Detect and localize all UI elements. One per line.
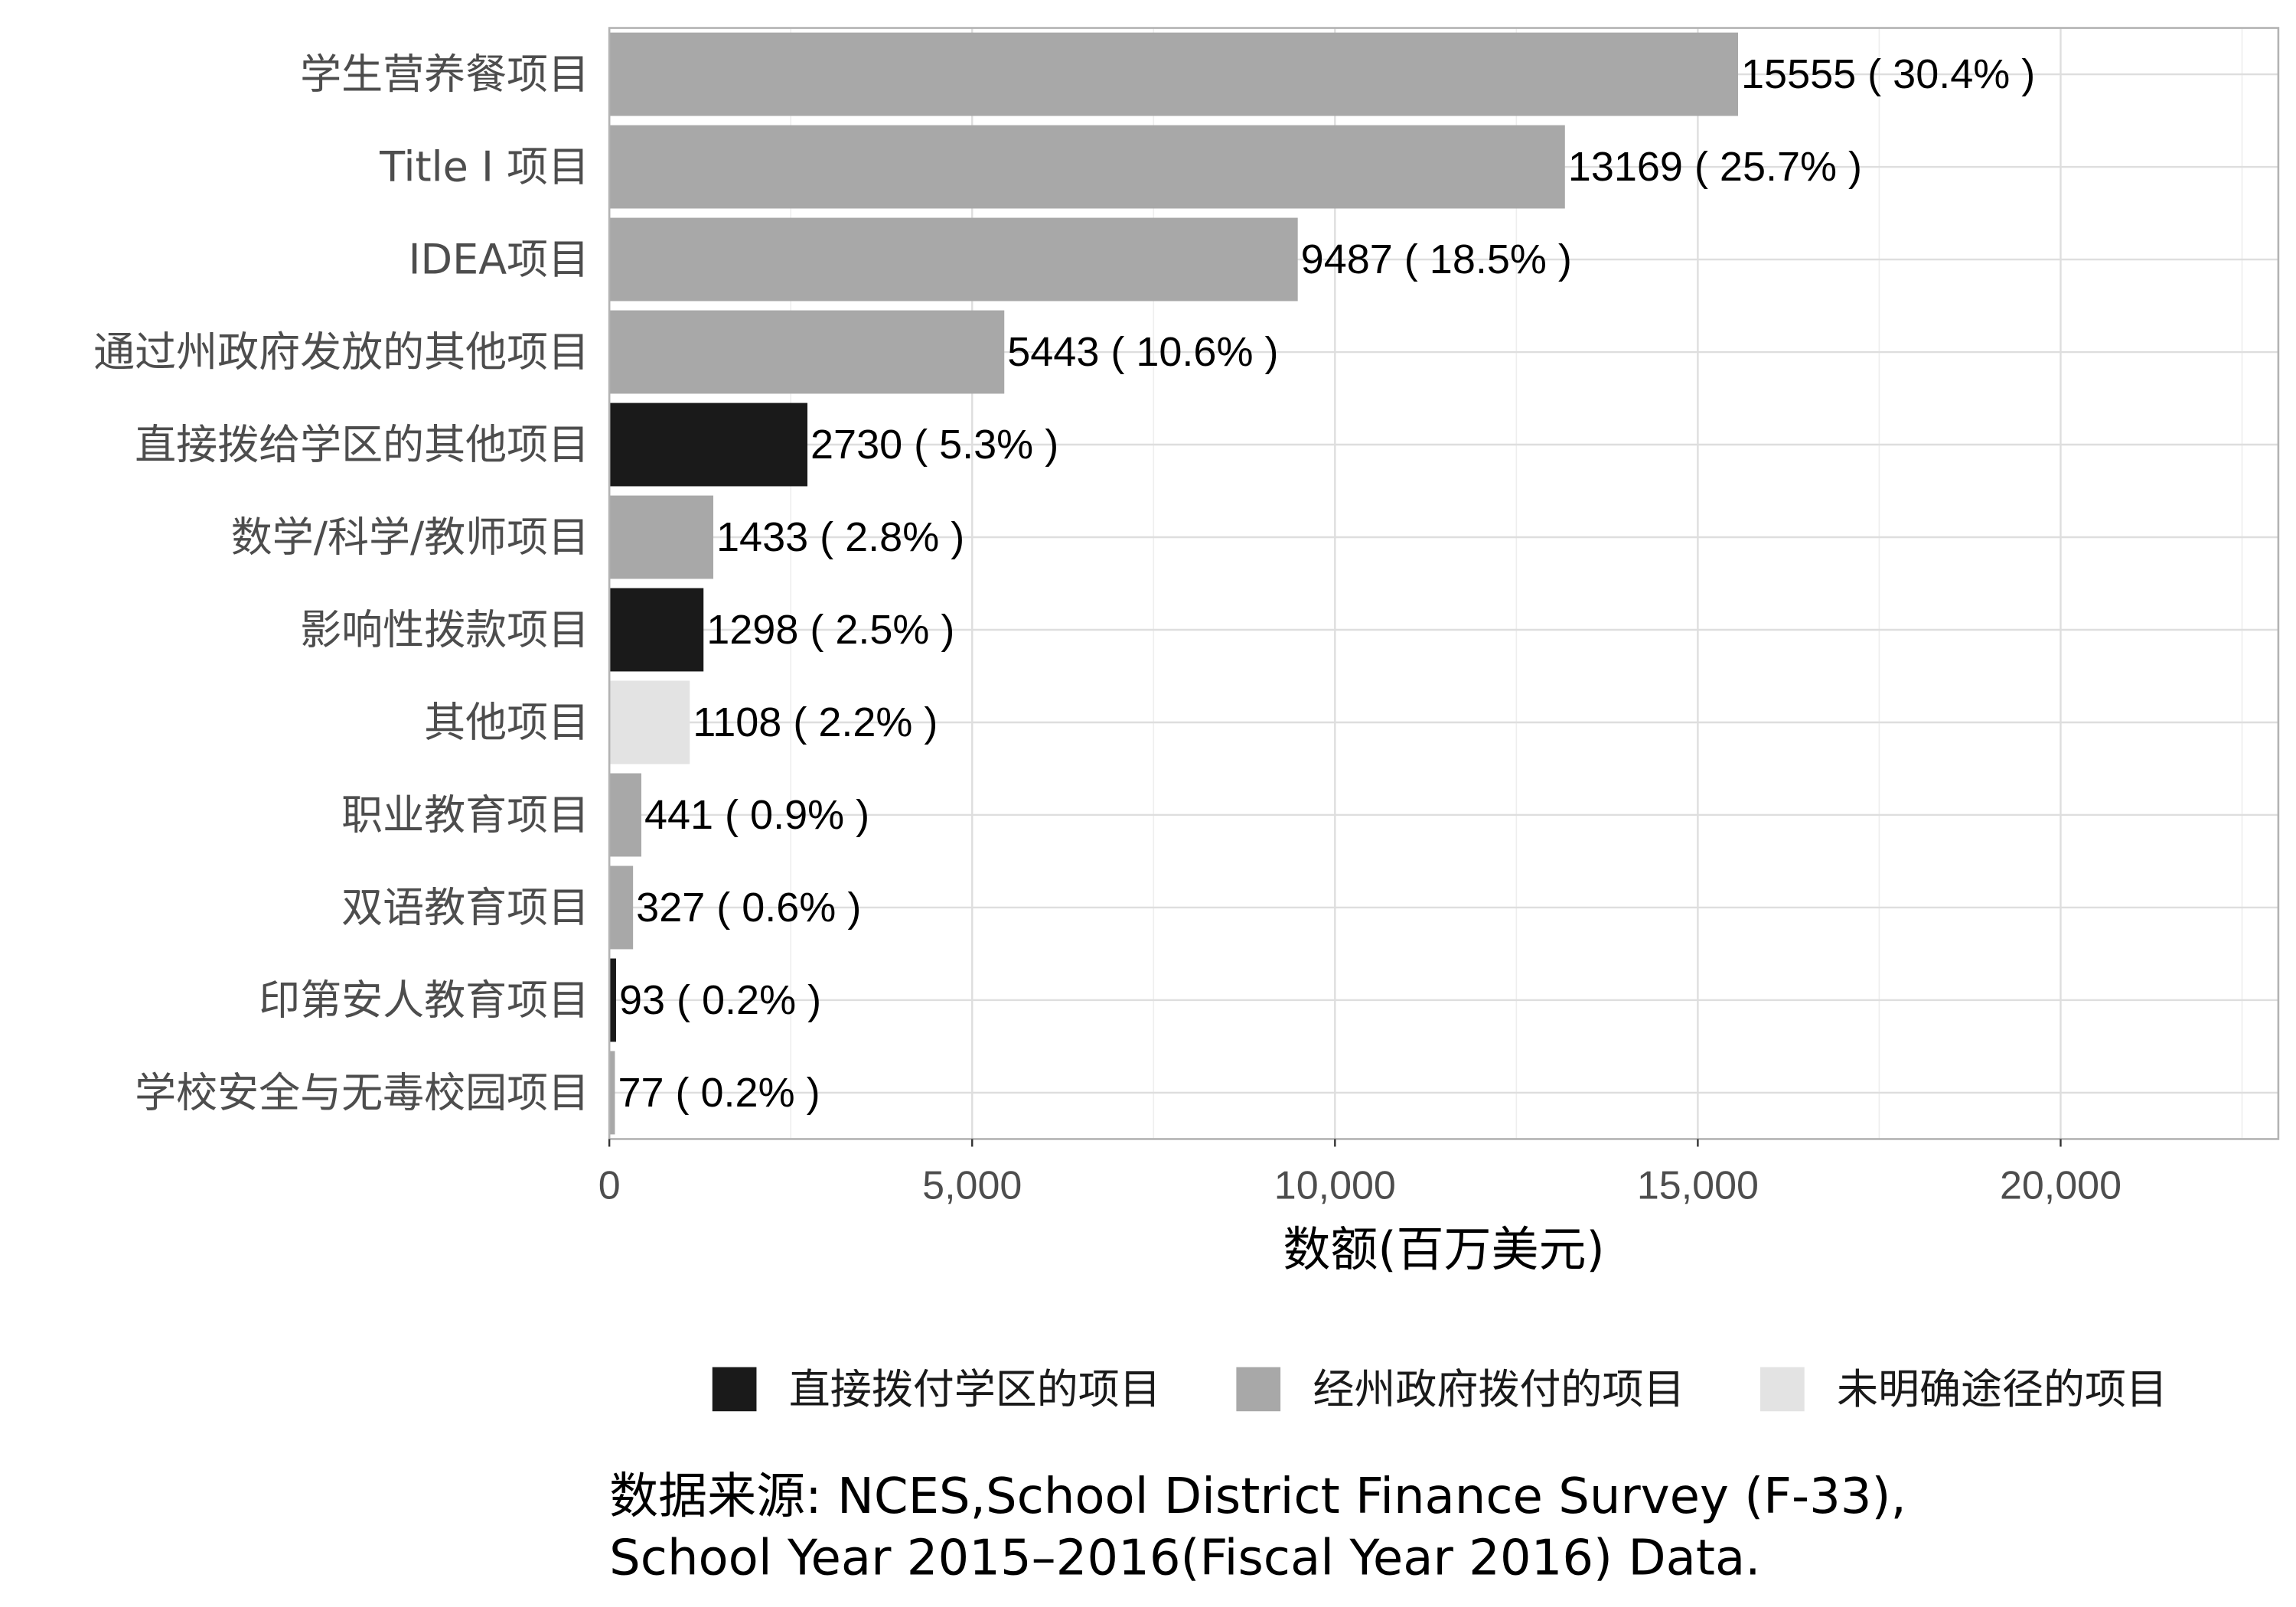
- legend: 直接拨付学区的项目 经州政府拨付的项目 未明确途径的项目: [712, 1365, 2167, 1413]
- category-label: 学生营养餐项目: [300, 51, 589, 99]
- category-label: IDEA项目: [409, 236, 590, 284]
- category-label: 职业教育项目: [341, 790, 589, 839]
- category-label: 其他项目: [424, 698, 589, 746]
- bar-value-label: 9487 ( 18.5% ): [1301, 236, 1572, 282]
- legend-key: [1760, 1367, 1805, 1412]
- bar: [609, 125, 1565, 209]
- bar: [609, 958, 616, 1042]
- x-tick-label: 20,000: [2000, 1163, 2122, 1208]
- category-labels: 学生营养餐项目 Title I 项目 IDEA项目通过州政府发放的其他项目直接拨给学…: [93, 51, 589, 1117]
- category-label: 直接拨给学区的其他项目: [135, 421, 589, 469]
- bar: [609, 680, 690, 764]
- bar-value-label: 1298 ( 2.5% ): [706, 607, 954, 653]
- legend-key: [712, 1367, 757, 1412]
- legend-label: 经州政府拨付的项目: [1313, 1365, 1684, 1413]
- x-tick-label: 15,000: [1637, 1163, 1759, 1208]
- bar-value-label: 441 ( 0.9% ): [644, 792, 869, 838]
- category-label: 数学/科学/教师项目: [231, 513, 589, 562]
- bar: [609, 865, 634, 950]
- bar-value-label: 93 ( 0.2% ): [619, 977, 821, 1023]
- bar-value-label: 15555 ( 30.4% ): [1741, 51, 2035, 97]
- bar: [609, 217, 1298, 302]
- bar-value-label: 13169 ( 25.7% ): [1568, 144, 1862, 190]
- legend-key: [1236, 1367, 1281, 1412]
- bar: [609, 495, 714, 579]
- plot-panel-border: [608, 27, 2280, 1140]
- bars: [609, 32, 1739, 1135]
- bar: [609, 773, 641, 857]
- category-label: 影响性拨款项目: [300, 605, 589, 654]
- x-tick-label: 0: [598, 1163, 621, 1208]
- category-label: 学校安全与无毒校园项目: [135, 1068, 589, 1116]
- x-axis-title: 数额(百万美元): [1283, 1221, 1604, 1277]
- bar: [609, 32, 1739, 116]
- x-axis-ticks: 0 5,000 10,000 15,000 20,000: [598, 1139, 2122, 1208]
- bar-value-labels: 15555 ( 30.4% ) 13169 ( 25.7% ) 9487 ( 18.…: [618, 51, 2035, 1116]
- data-source-line: 数据来源: NCES,School District Finance Surve…: [609, 1468, 1906, 1525]
- bar-value-label: 1108 ( 2.2% ): [693, 699, 938, 745]
- bar: [609, 1051, 615, 1135]
- x-tick-label: 10,000: [1274, 1163, 1396, 1208]
- bar-value-label: 77 ( 0.2% ): [618, 1070, 820, 1116]
- data-source-line: School Year 2015–2016(Fiscal Year 2016) …: [609, 1530, 1760, 1587]
- category-label: 印第安人教育项目: [259, 976, 589, 1024]
- bar: [609, 403, 808, 487]
- legend-label: 未明确途径的项目: [1837, 1365, 2167, 1413]
- category-label: Title I 项目: [379, 143, 589, 191]
- bar-value-label: 1433 ( 2.8% ): [716, 514, 964, 560]
- bar: [609, 588, 704, 672]
- bar-value-label: 327 ( 0.6% ): [636, 885, 861, 931]
- bar-value-label: 2730 ( 5.3% ): [810, 422, 1058, 468]
- category-label: 双语教育项目: [341, 883, 589, 931]
- bar-value-label: 5443 ( 10.6% ): [1007, 329, 1278, 375]
- x-tick-label: 5,000: [922, 1163, 1022, 1208]
- bar: [609, 310, 1005, 394]
- legend-label: 直接拨付学区的项目: [789, 1365, 1161, 1413]
- category-label: 通过州政府发放的其他项目: [93, 328, 589, 376]
- data-source-caption: 数据来源: NCES,School District Finance Surve…: [609, 1468, 1906, 1587]
